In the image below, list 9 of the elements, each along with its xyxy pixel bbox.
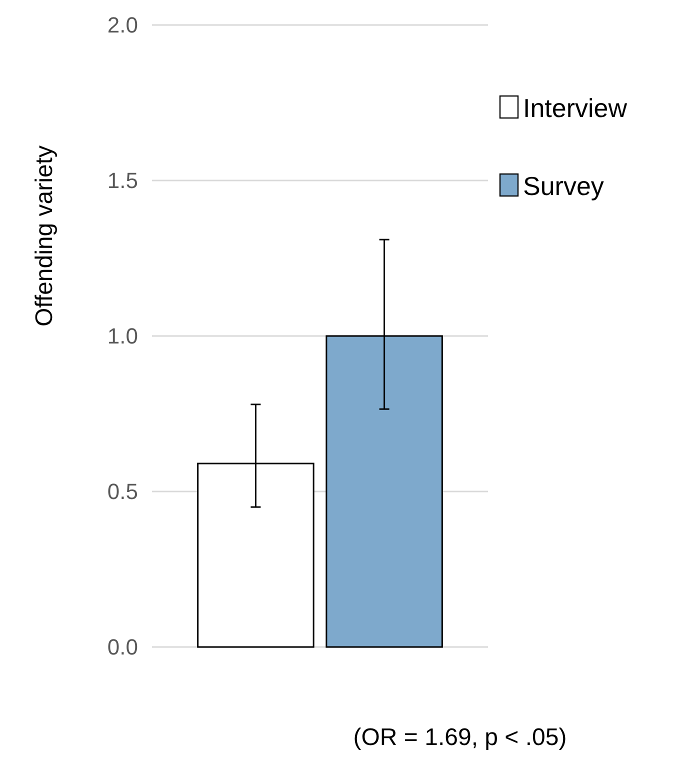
- y-tick-label: 0.0: [107, 634, 138, 660]
- y-tick-label: 1.5: [107, 168, 138, 194]
- y-tick-label: 1.0: [107, 324, 138, 349]
- legend-label: Survey: [523, 171, 604, 202]
- legend-label: Interview: [523, 93, 628, 124]
- y-axis-title: Offending variety: [31, 146, 58, 326]
- y-tick-label: 0.5: [107, 479, 138, 504]
- y-tick-label: 2.0: [107, 12, 138, 38]
- text: (OR = 1.69, p < .05): [353, 724, 567, 751]
